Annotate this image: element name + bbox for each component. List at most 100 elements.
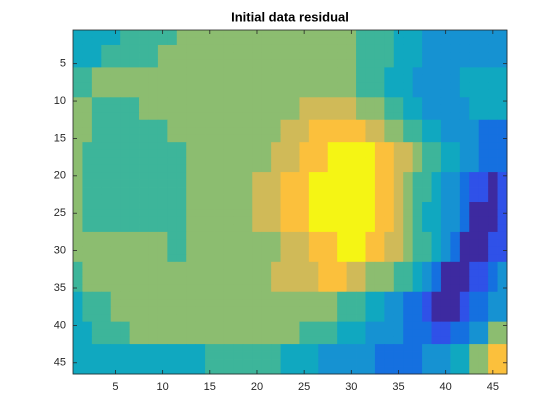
- heatmap-cell: [497, 366, 508, 375]
- heatmap-cell: [223, 329, 234, 338]
- heatmap-cell: [346, 179, 357, 188]
- heatmap-cell: [431, 82, 442, 91]
- heatmap-cell: [440, 299, 451, 308]
- heatmap-cell: [299, 344, 310, 352]
- heatmap-cell: [488, 44, 498, 53]
- heatmap-cell: [139, 239, 149, 248]
- heatmap-cell: [337, 149, 348, 158]
- heatmap-cell: [469, 351, 480, 360]
- heatmap-cell: [195, 276, 206, 285]
- heatmap-cell: [422, 209, 432, 218]
- heatmap-cell: [308, 321, 319, 330]
- heatmap-cell: [346, 216, 357, 225]
- heatmap-cell: [91, 209, 102, 218]
- heatmap-cell: [365, 187, 376, 195]
- heatmap-cell: [101, 261, 112, 270]
- heatmap-cell: [186, 321, 197, 330]
- heatmap-cell: [176, 112, 187, 121]
- heatmap-cell: [139, 142, 149, 151]
- heatmap-cell: [280, 134, 291, 143]
- heatmap-cell: [478, 351, 489, 360]
- heatmap-cell: [318, 52, 329, 61]
- heatmap-cell: [308, 67, 319, 76]
- heatmap-cell: [478, 134, 489, 143]
- heatmap-cell: [384, 299, 395, 308]
- heatmap-cell: [157, 119, 168, 128]
- heatmap-cell: [299, 112, 310, 121]
- heatmap-cell: [374, 291, 385, 300]
- heatmap-cell: [327, 321, 338, 330]
- heatmap-cell: [139, 112, 149, 121]
- heatmap-cell: [403, 164, 414, 173]
- heatmap-cell: [176, 224, 187, 233]
- heatmap-cell: [101, 276, 112, 285]
- heatmap-cell: [497, 329, 508, 338]
- heatmap-cell: [346, 52, 357, 61]
- heatmap-cell: [91, 344, 102, 352]
- heatmap-cell: [148, 314, 159, 323]
- heatmap-cell: [148, 112, 159, 121]
- heatmap-cell: [110, 261, 121, 270]
- heatmap-cell: [488, 52, 498, 61]
- heatmap-cell: [110, 336, 121, 345]
- heatmap-cell: [431, 157, 442, 166]
- heatmap-cell: [176, 37, 187, 46]
- heatmap-cell: [318, 351, 329, 360]
- heatmap-cell: [384, 246, 395, 255]
- heatmap-cell: [205, 52, 215, 61]
- heatmap-cell: [223, 37, 234, 46]
- heatmap-cell: [422, 291, 432, 300]
- heatmap-cell: [327, 119, 338, 128]
- heatmap-cell: [412, 336, 423, 345]
- heatmap-cell: [91, 30, 102, 38]
- heatmap-cell: [337, 164, 348, 173]
- heatmap-cell: [478, 59, 489, 68]
- heatmap-cell: [139, 321, 149, 330]
- heatmap-cell: [82, 336, 93, 345]
- heatmap-cell: [176, 261, 187, 270]
- heatmap-cell: [403, 254, 414, 263]
- heatmap-cell: [101, 366, 112, 375]
- heatmap-cell: [120, 134, 131, 143]
- heatmap-cell: [271, 52, 281, 61]
- heatmap-cell: [73, 269, 83, 278]
- heatmap-cell: [488, 172, 498, 180]
- heatmap-cell: [205, 97, 215, 106]
- heatmap-cell: [299, 104, 310, 113]
- heatmap-cell: [139, 216, 149, 225]
- heatmap-cell: [393, 336, 404, 345]
- heatmap-cell: [299, 37, 310, 46]
- heatmap-cell: [497, 44, 508, 53]
- heatmap-cell: [233, 254, 244, 263]
- heatmap-cell: [440, 127, 451, 136]
- heatmap-cell: [148, 276, 159, 285]
- heatmap-cell: [356, 30, 366, 38]
- heatmap-cell: [478, 149, 489, 158]
- heatmap-cell: [488, 269, 498, 278]
- heatmap-cell: [252, 89, 263, 98]
- heatmap-cell: [252, 246, 263, 255]
- heatmap-cell: [393, 209, 404, 218]
- heatmap-cell: [346, 231, 357, 240]
- heatmap-cell: [290, 134, 300, 143]
- heatmap-cell: [205, 44, 215, 53]
- heatmap-cell: [280, 276, 291, 285]
- heatmap-cell: [148, 321, 159, 330]
- heatmap-cell: [478, 52, 489, 61]
- heatmap-cell: [290, 97, 300, 106]
- heatmap-cell: [440, 321, 451, 330]
- heatmap-cell: [214, 366, 225, 375]
- heatmap-cell: [440, 344, 451, 352]
- heatmap-cell: [488, 336, 498, 345]
- heatmap-cell: [252, 254, 263, 263]
- heatmap-cell: [176, 44, 187, 53]
- heatmap-cell: [101, 216, 112, 225]
- heatmap-cell: [478, 314, 489, 323]
- heatmap-cell: [318, 254, 329, 263]
- heatmap-cell: [139, 359, 149, 367]
- heatmap-cell: [440, 351, 451, 360]
- y-tick-label: 40: [54, 319, 66, 331]
- heatmap-cell: [120, 246, 131, 255]
- heatmap-cell: [110, 89, 121, 98]
- heatmap-cell: [139, 351, 149, 360]
